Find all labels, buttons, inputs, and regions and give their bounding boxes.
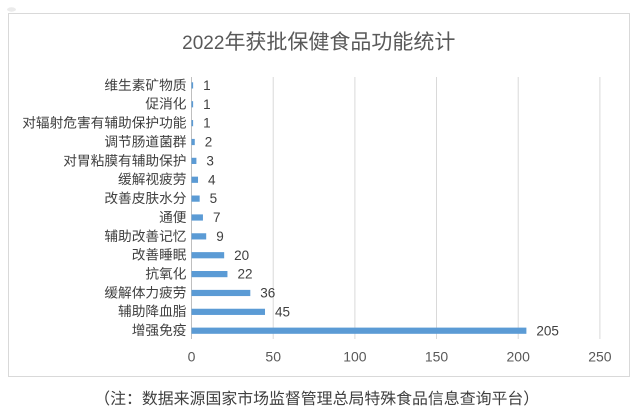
svg-text:辅助改善记忆: 辅助改善记忆 <box>104 229 186 244</box>
svg-text:调节肠道菌群: 调节肠道菌群 <box>104 134 186 149</box>
svg-text:改善皮肤水分: 改善皮肤水分 <box>104 191 186 206</box>
svg-text:对辐射危害有辅助保护功能: 对辐射危害有辅助保护功能 <box>22 116 187 131</box>
svg-text:50: 50 <box>265 349 281 365</box>
svg-text:2: 2 <box>205 135 213 150</box>
svg-text:5: 5 <box>210 191 218 206</box>
svg-text:对胃粘膜有辅助保护: 对胃粘膜有辅助保护 <box>63 153 186 168</box>
svg-text:缓解视疲劳: 缓解视疲劳 <box>118 172 186 187</box>
svg-text:250: 250 <box>588 349 612 365</box>
svg-text:7: 7 <box>213 210 221 225</box>
svg-text:1: 1 <box>203 116 211 131</box>
svg-text:（注：数据来源国家市场监督管理总局特殊食品信息查询平台）: （注：数据来源国家市场监督管理总局特殊食品信息查询平台） <box>94 390 539 408</box>
svg-text:4: 4 <box>208 172 216 187</box>
svg-text:22: 22 <box>237 267 252 282</box>
svg-text:200: 200 <box>507 349 531 365</box>
svg-text:9: 9 <box>216 229 224 244</box>
svg-text:36: 36 <box>260 286 275 301</box>
svg-text:1: 1 <box>203 97 211 112</box>
svg-text:抗氧化: 抗氧化 <box>145 267 186 282</box>
svg-text:100: 100 <box>343 349 367 365</box>
svg-text:0: 0 <box>188 349 196 365</box>
svg-text:缓解体力疲劳: 缓解体力疲劳 <box>104 285 186 300</box>
svg-text:维生素矿物质: 维生素矿物质 <box>104 78 186 93</box>
svg-text:150: 150 <box>425 349 449 365</box>
svg-text:改善睡眠: 改善睡眠 <box>132 248 187 263</box>
svg-text:增强免疫: 增强免疫 <box>132 323 187 338</box>
svg-text:辅助降血脂: 辅助降血脂 <box>118 304 187 319</box>
svg-text:205: 205 <box>536 323 559 338</box>
svg-text:45: 45 <box>275 304 290 319</box>
svg-text:促消化: 促消化 <box>145 97 186 112</box>
svg-text:1: 1 <box>203 78 211 93</box>
svg-text:3: 3 <box>206 153 214 168</box>
svg-text:2022年获批保健食品功能统计: 2022年获批保健食品功能统计 <box>182 31 455 54</box>
svg-text:20: 20 <box>234 248 249 263</box>
svg-text:通便: 通便 <box>159 210 187 225</box>
